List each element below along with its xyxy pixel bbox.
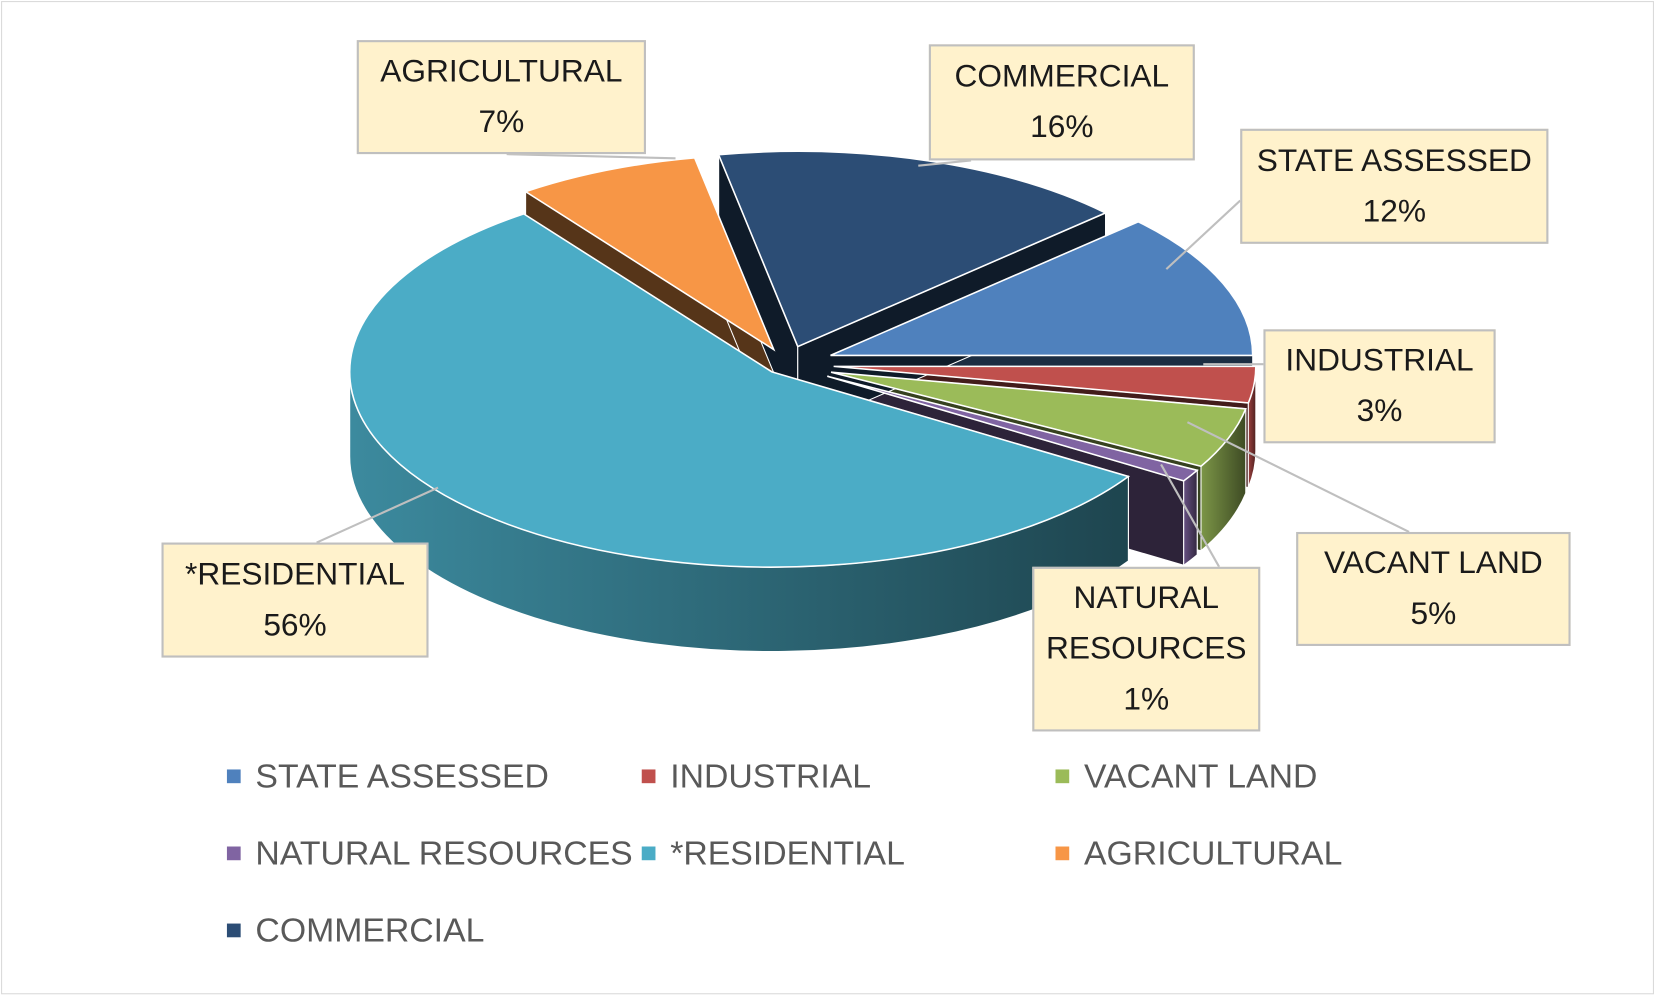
legend-swatch: [1055, 769, 1070, 784]
data-label-value: 12%: [1362, 193, 1426, 229]
legend-label: VACANT LAND: [1083, 756, 1318, 795]
legend-label: INDUSTRIAL: [670, 756, 872, 795]
residential-data-label: *RESIDENTIAL 56%: [161, 542, 429, 658]
data-label-category: *RESIDENTIAL: [185, 556, 405, 592]
legend-swatch: [641, 846, 656, 861]
data-label-category: VACANT LAND: [1323, 545, 1543, 581]
vacant-land-data-label: VACANT LAND 5%: [1296, 531, 1571, 646]
legend-item-agricultural: AGRICULTURAL: [1055, 833, 1343, 873]
residential-leader-line: [316, 486, 439, 544]
commercial-data-label: COMMERCIAL 16%: [928, 44, 1195, 161]
data-label-value: 7%: [478, 104, 525, 140]
vacant-land-leader-line: [1186, 421, 1410, 533]
legend-label: AGRICULTURAL: [1083, 833, 1343, 872]
legend-swatch: [226, 769, 241, 784]
agricultural-slice: [523, 156, 776, 352]
natural-resources-data-label: NATURAL RESOURCES 1%: [1032, 566, 1261, 732]
data-label-category: INDUSTRIAL: [1285, 343, 1474, 378]
legend-item-natural-resources: NATURAL RESOURCES: [226, 833, 633, 873]
data-label-category: NATURAL: [1073, 580, 1220, 616]
legend-item-vacant-land: VACANT LAND: [1055, 756, 1318, 796]
data-label-category: AGRICULTURAL: [380, 53, 623, 89]
legend-swatch: [226, 923, 241, 938]
agricultural-data-label: AGRICULTURAL 7%: [356, 40, 646, 155]
legend-item-state-assessed: STATE ASSESSED: [226, 756, 549, 796]
data-label-value: 1%: [1123, 681, 1170, 717]
residential-slice: [348, 212, 1131, 568]
legend-item-commercial: COMMERCIAL: [226, 910, 485, 950]
data-label-value: 5%: [1410, 596, 1457, 632]
legend-item-residential: *RESIDENTIAL: [641, 833, 905, 873]
legend-label: STATE ASSESSED: [255, 756, 549, 795]
industrial-slice: [833, 365, 1257, 404]
legend-label: COMMERCIAL: [255, 910, 485, 949]
industrial-data-label: INDUSTRIAL 3%: [1263, 329, 1496, 444]
data-label-category: RESOURCES: [1045, 631, 1247, 667]
state-assessed-slice: [830, 220, 1254, 357]
legend-label: NATURAL RESOURCES: [255, 833, 633, 872]
state-assessed-data-label: STATE ASSESSED 12%: [1240, 128, 1549, 244]
legend-label: *RESIDENTIAL: [670, 833, 905, 872]
data-label-value: 56%: [263, 607, 327, 643]
commercial-leader-line: [918, 159, 972, 167]
legend-swatch: [1055, 846, 1070, 861]
natural-resources-slice: [827, 375, 1199, 482]
agricultural-leader-line: [506, 153, 676, 160]
data-label-value: 3%: [1356, 393, 1403, 429]
data-label-category: STATE ASSESSED: [1256, 143, 1532, 178]
natural-resources-leader-line: [1160, 463, 1221, 568]
legend-swatch: [226, 846, 241, 861]
state-assessed-leader-line: [1165, 199, 1241, 270]
legend-item-industrial: INDUSTRIAL: [641, 756, 872, 796]
data-label-value: 16%: [1030, 109, 1094, 145]
legend-swatch: [641, 769, 656, 784]
commercial-slice: [717, 150, 1108, 348]
vacant-land-slice: [830, 371, 1247, 468]
data-label-category: COMMERCIAL: [954, 59, 1170, 94]
